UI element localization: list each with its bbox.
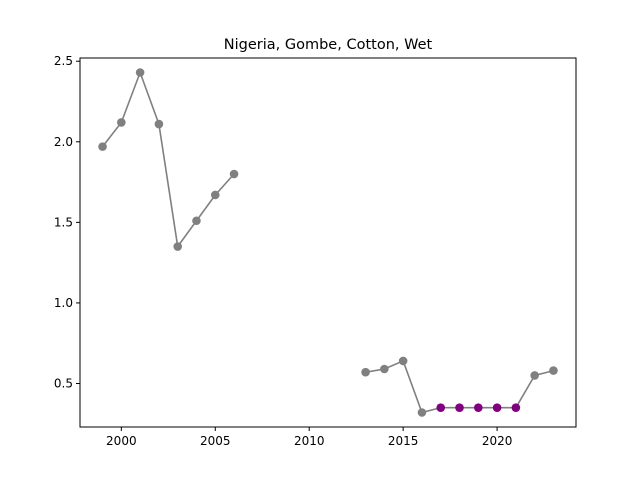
x-tick-label: 2000 [106, 434, 137, 448]
highlighted-data-point [455, 403, 464, 412]
y-tick-label: 2.0 [54, 135, 73, 149]
y-tick-label: 1.5 [54, 215, 73, 229]
data-point [229, 169, 239, 179]
x-tick-label: 2015 [388, 434, 419, 448]
plot-frame [79, 57, 577, 428]
data-point [135, 68, 145, 77]
highlighted-data-point [492, 403, 502, 412]
data-point [98, 142, 107, 151]
data-point [398, 356, 408, 366]
y-axis: 0.5 1.0 1.5 2.0 2.5 [54, 54, 80, 390]
series-line-segment-1 [101, 70, 235, 249]
data-point [210, 190, 220, 200]
highlighted-data-point [436, 403, 446, 412]
data-point [192, 216, 201, 226]
x-tick-label: 2005 [200, 434, 231, 448]
data-point [380, 364, 389, 374]
data-point [117, 118, 126, 127]
data-point [549, 366, 558, 375]
data-point [530, 371, 539, 380]
data-point [173, 242, 182, 251]
data-point [361, 367, 370, 377]
data-point [154, 119, 164, 129]
highlighted-data-point [511, 403, 521, 412]
x-tick-label: 2010 [294, 434, 325, 448]
series-layer [98, 68, 558, 417]
y-tick-label: 0.5 [54, 376, 73, 390]
highlighted-data-point [474, 403, 483, 412]
y-tick-label: 2.5 [54, 54, 73, 68]
data-point [417, 408, 427, 417]
chart-title: Nigeria, Gombe, Cotton, Wet [224, 37, 433, 53]
y-tick-label: 1.0 [54, 296, 73, 310]
x-tick-label: 2020 [482, 434, 513, 448]
x-axis: 2000 2005 2010 2015 2020 [106, 427, 512, 448]
